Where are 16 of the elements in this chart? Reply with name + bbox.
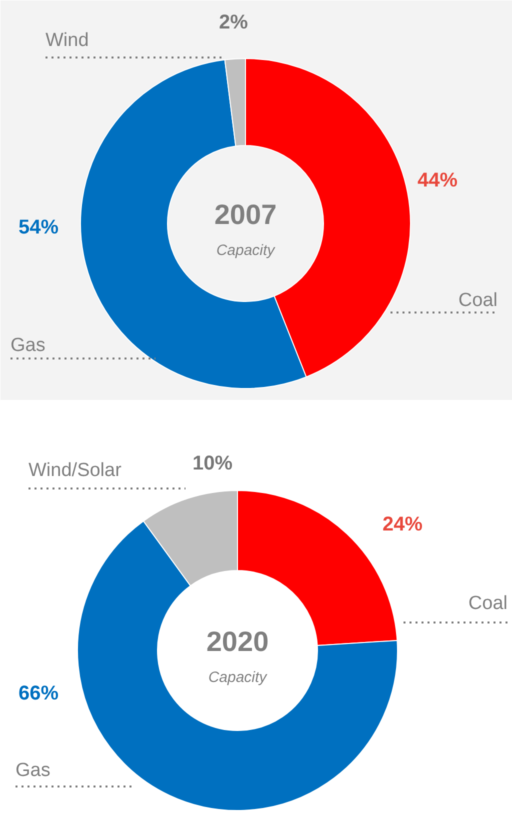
slice-label: Gas (10, 335, 46, 356)
text: Capacity (208, 669, 268, 686)
data-label: 10% (192, 452, 233, 474)
data-label: 44% (417, 170, 458, 192)
slice-label: Wind/Solar (28, 460, 122, 481)
slice-label: Wind (46, 30, 89, 51)
text: 2020 (206, 626, 269, 657)
slice-label: Gas (16, 760, 50, 781)
data-label: 24% (382, 514, 423, 536)
slice-label: Coal (458, 290, 498, 311)
data-label: 2% (219, 12, 248, 34)
data-label: 54% (18, 216, 59, 238)
text: Capacity (216, 242, 276, 260)
data-label: 66% (18, 682, 59, 704)
text: 2007 (214, 198, 277, 230)
slice-label: Coal (468, 593, 508, 614)
